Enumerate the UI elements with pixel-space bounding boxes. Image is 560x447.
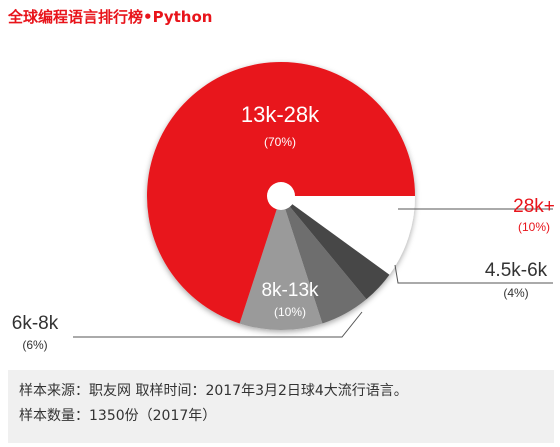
pie-slice-8k-13k <box>239 196 323 330</box>
sample-source-text: 样本来源：职友网 取样时间：2017年3月2日球4大流行语言。 <box>19 383 408 399</box>
slice-percent-4-5k-6k: (4%) <box>503 286 528 300</box>
slice-percent-6k-8k: (6%) <box>22 338 47 352</box>
slice-percent-13k-28k: (70%) <box>264 135 296 149</box>
leader-line-4-5k-6k <box>394 264 553 284</box>
leader-line-6k-8k <box>73 311 363 338</box>
slice-percent-28k: (10%) <box>518 220 550 234</box>
slice-label-28k: 28k+ <box>513 196 555 217</box>
slice-label-8k-13k: 8k-13k <box>261 280 319 301</box>
chart-title: 全球编程语言排行榜•Python <box>8 8 213 26</box>
sample-note: 样本来源：职友网 取样时间：2017年3月2日球4大流行语言。 样本数量：135… <box>8 370 554 443</box>
slice-label-6k-8k: 6k-8k <box>12 313 59 334</box>
pie-slice-6k-8k <box>281 196 367 324</box>
slice-label-4-5k-6k: 4.5k-6k <box>485 260 548 281</box>
sample-count-text: 样本数量：1350份（2017年） <box>19 408 217 424</box>
slice-percent-8k-13k: (10%) <box>274 305 306 319</box>
pie-slice-28k <box>281 196 415 275</box>
pie-center-hole <box>267 182 295 210</box>
pie-slice-4-5k-6k <box>281 196 390 300</box>
slice-label-13k-28k: 13k-28k <box>241 102 320 127</box>
